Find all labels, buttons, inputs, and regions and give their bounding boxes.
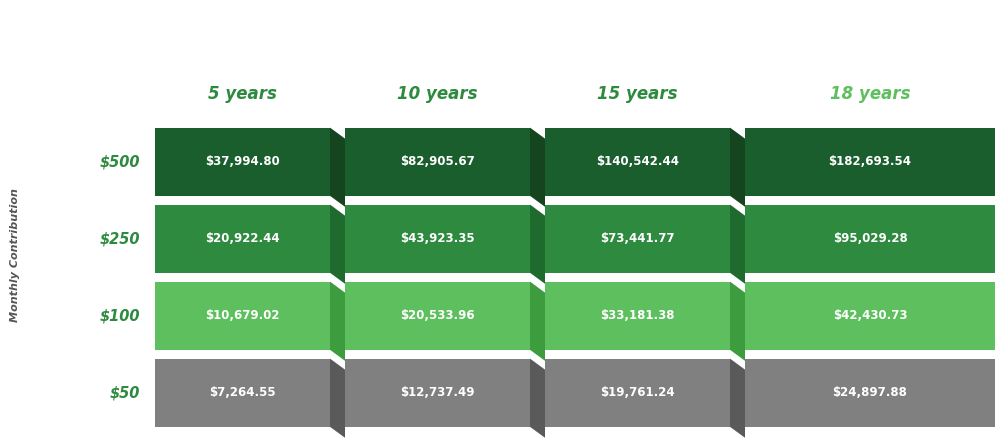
Polygon shape: [345, 282, 530, 350]
Polygon shape: [330, 282, 345, 361]
Text: Monthly Contribution: Monthly Contribution: [10, 188, 20, 322]
Polygon shape: [155, 205, 330, 273]
Text: $33,181.38: $33,181.38: [600, 309, 675, 322]
Polygon shape: [530, 128, 545, 207]
Polygon shape: [745, 205, 995, 273]
Text: $50: $50: [110, 385, 140, 400]
Polygon shape: [745, 359, 995, 427]
Text: $250: $250: [100, 231, 140, 246]
Text: 5 years: 5 years: [208, 85, 277, 103]
Text: $182,693.54: $182,693.54: [828, 155, 912, 168]
Text: $140,542.44: $140,542.44: [596, 155, 679, 168]
Text: 10 years: 10 years: [397, 85, 478, 103]
Polygon shape: [730, 128, 745, 207]
Polygon shape: [545, 359, 730, 427]
Polygon shape: [345, 128, 530, 196]
Text: $12,737.49: $12,737.49: [400, 386, 475, 399]
Text: $7,264.55: $7,264.55: [209, 386, 276, 399]
Polygon shape: [530, 359, 545, 438]
Polygon shape: [730, 282, 745, 361]
Polygon shape: [545, 282, 730, 350]
Text: $19,761.24: $19,761.24: [600, 386, 675, 399]
Text: $10,679.02: $10,679.02: [205, 309, 280, 322]
Polygon shape: [530, 205, 545, 284]
Polygon shape: [745, 128, 995, 196]
Text: $37,994.80: $37,994.80: [205, 155, 280, 168]
Text: 15 years: 15 years: [597, 85, 678, 103]
Polygon shape: [745, 282, 995, 350]
Text: $500: $500: [100, 154, 140, 169]
Polygon shape: [345, 359, 530, 427]
Polygon shape: [155, 128, 330, 196]
Text: $100: $100: [100, 308, 140, 323]
Polygon shape: [330, 205, 345, 284]
Polygon shape: [530, 282, 545, 361]
Text: $20,533.96: $20,533.96: [400, 309, 475, 322]
Text: $24,897.88: $24,897.88: [833, 386, 907, 399]
Text: $82,905.67: $82,905.67: [400, 155, 475, 168]
Polygon shape: [545, 205, 730, 273]
Polygon shape: [330, 128, 345, 207]
Text: $43,923.35: $43,923.35: [400, 232, 475, 245]
Text: $73,441.77: $73,441.77: [600, 232, 675, 245]
Polygon shape: [155, 282, 330, 350]
Text: $95,029.28: $95,029.28: [833, 232, 907, 245]
Text: $42,430.73: $42,430.73: [833, 309, 907, 322]
Polygon shape: [730, 205, 745, 284]
Polygon shape: [545, 128, 730, 196]
Polygon shape: [345, 205, 530, 273]
Text: 18 years: 18 years: [830, 85, 910, 103]
Text: $20,922.44: $20,922.44: [205, 232, 280, 245]
Polygon shape: [330, 359, 345, 438]
Polygon shape: [730, 359, 745, 438]
Polygon shape: [155, 359, 330, 427]
